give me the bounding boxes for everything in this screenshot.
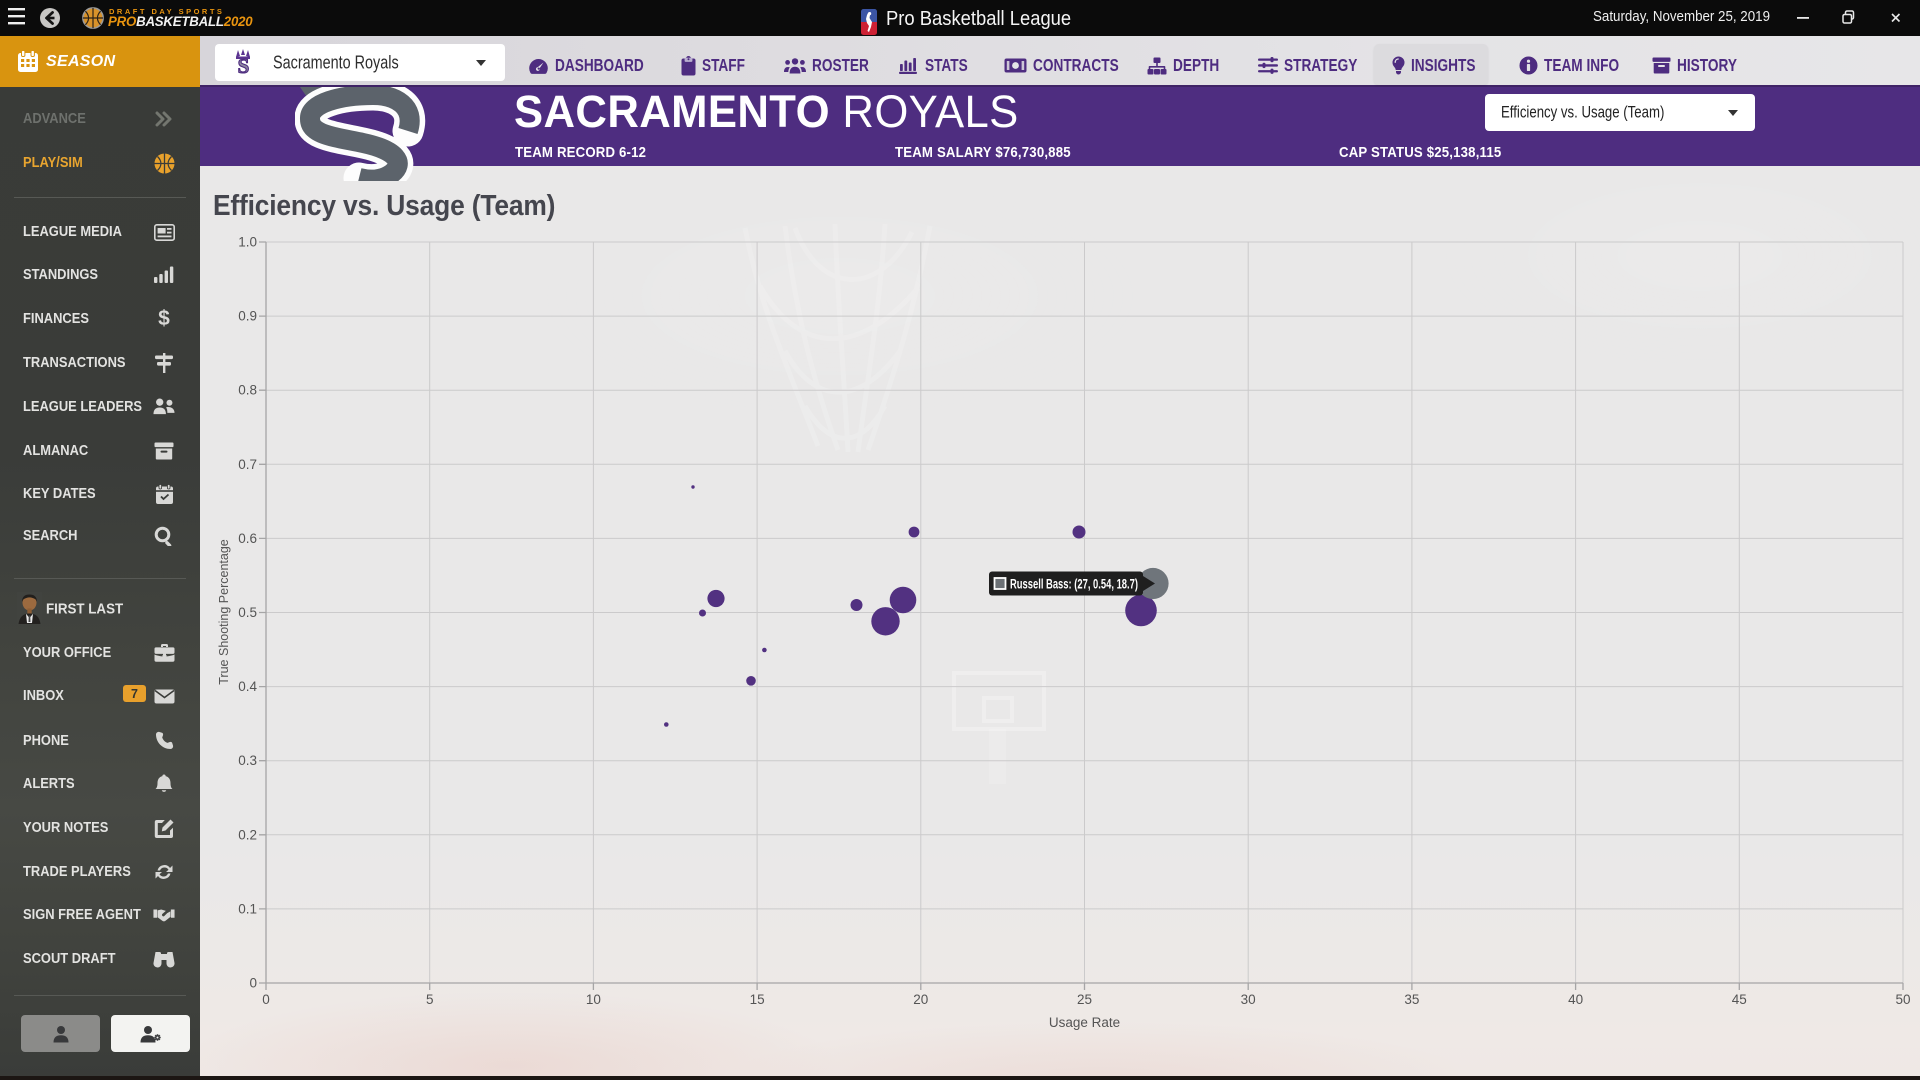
svg-text:0.7: 0.7 <box>238 457 257 472</box>
svg-text:1.0: 1.0 <box>238 235 257 250</box>
svg-text:0.2: 0.2 <box>238 827 257 842</box>
svg-text:Russell Bass: (27, 0.54, 18.7): Russell Bass: (27, 0.54, 18.7) <box>1010 577 1138 592</box>
svg-text:15: 15 <box>750 992 765 1007</box>
svg-text:0.8: 0.8 <box>238 383 257 398</box>
svg-text:20: 20 <box>913 992 928 1007</box>
svg-text:0: 0 <box>262 992 270 1007</box>
svg-text:10: 10 <box>586 992 601 1007</box>
svg-text:True Shooting Percentage: True Shooting Percentage <box>217 539 231 685</box>
svg-text:S: S <box>238 54 250 77</box>
svg-text:0: 0 <box>249 976 257 991</box>
svg-text:35: 35 <box>1404 992 1419 1007</box>
svg-text:30: 30 <box>1241 992 1256 1007</box>
svg-text:0.3: 0.3 <box>238 753 257 768</box>
svg-text:0.6: 0.6 <box>238 531 257 546</box>
svg-text:45: 45 <box>1732 992 1747 1007</box>
svg-text:25: 25 <box>1077 992 1092 1007</box>
svg-text:50: 50 <box>1895 992 1910 1007</box>
svg-text:0.1: 0.1 <box>238 901 257 916</box>
svg-text:40: 40 <box>1568 992 1583 1007</box>
svg-text:0.9: 0.9 <box>238 309 257 324</box>
svg-text:Usage Rate: Usage Rate <box>1049 1015 1120 1030</box>
svg-text:0.5: 0.5 <box>238 605 257 620</box>
svg-text:5: 5 <box>426 992 434 1007</box>
svg-text:0.4: 0.4 <box>238 679 257 694</box>
